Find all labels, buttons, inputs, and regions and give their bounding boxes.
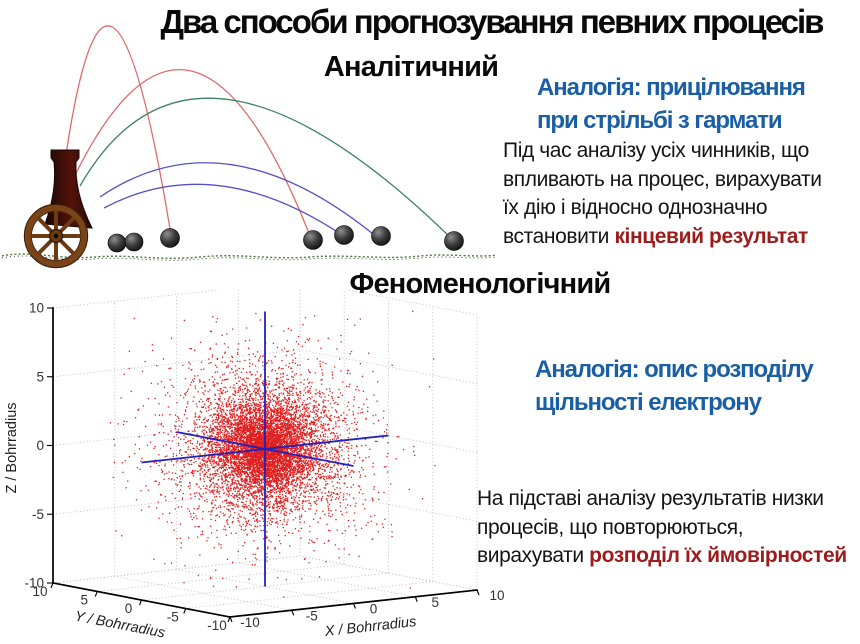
cannon-wheel [23,203,89,269]
phenomenological-description-text: На підставі аналізу результатів низки про… [477,487,824,567]
x-tick-label: -5 [306,608,318,623]
z-tick-label: 10 [29,301,44,316]
z-tick-label: -5 [32,507,44,522]
x-axis-label: X / Bohrradius [323,614,417,640]
analogy-cannon-text: Аналогія: прицілювання при стрільбі з гар… [537,74,806,134]
analytical-highlight: кінцевий результат [614,224,808,248]
cannonball [124,232,144,252]
trajectory-blue-1 [99,162,379,239]
x-tick-label: 10 [489,588,504,603]
x-tick-label: 5 [431,595,439,610]
z-axis-label: Z / Bohrradius [4,402,20,493]
analytical-description: Під час аналізу усіх чинників, що впливаю… [503,137,859,251]
analytical-description-text: Під час аналізу усіх чинників, що впливаю… [503,139,822,248]
origin-axes [141,311,389,587]
ground-line [1,253,498,261]
cannon [23,149,93,269]
trajectories [62,25,458,245]
slide-title: Два способи прогнозування певних процесі… [160,3,825,40]
cannonball [334,225,354,245]
cannon-illustration [1,25,498,269]
cannonball [371,226,391,246]
trajectory-red-2 [67,69,313,242]
z-tick-label: -10 [24,576,44,591]
y-axis-label: Y / Bohrradius [73,609,166,642]
cannon-barrel [44,149,93,229]
cannonball [160,228,180,248]
cannonballs [107,225,464,253]
analogy-electron-text: Аналогія: опис розподілу щільності електр… [535,356,814,416]
heading-phenomenological: Феноменологічний [349,268,612,300]
cannonball [107,233,127,253]
trajectory-red-1 [62,25,173,242]
phenomenological-description: На підставі аналізу результатів низки про… [477,485,859,571]
y-tick-label: 5 [80,593,88,608]
heading-analytical: Аналітичний [323,51,499,83]
y-tick-label: 10 [32,584,47,599]
y-tick-label: -10 [207,618,227,633]
y-tick-label: 0 [125,601,133,616]
cannonball [303,230,323,250]
phenomenological-highlight: розподіл їх ймовірностей [589,544,847,567]
electron-density-points [109,310,436,598]
y-tick-label: -5 [167,610,179,625]
z-tick-label: 0 [36,438,44,453]
z-tick-label: 5 [36,369,44,384]
trajectory-blue-2 [103,183,346,238]
x-tick-label: 0 [370,602,378,617]
tick-marks [47,307,480,623]
trajectory-green [79,97,458,245]
cannonball [444,231,464,251]
x-tick-label: -10 [240,615,260,630]
